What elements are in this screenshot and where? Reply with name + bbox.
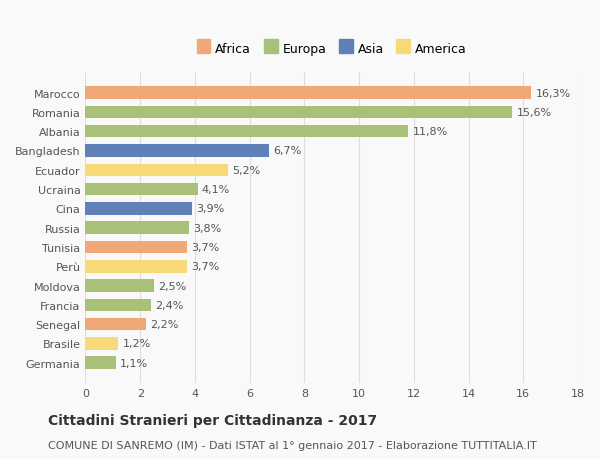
Bar: [85, 299, 151, 312]
Bar: [85, 357, 116, 369]
Text: 6,7%: 6,7%: [273, 146, 301, 156]
Text: 2,5%: 2,5%: [158, 281, 186, 291]
Text: 4,1%: 4,1%: [202, 185, 230, 195]
Bar: [85, 164, 228, 177]
Legend: Africa, Europa, Asia, America: Africa, Europa, Asia, America: [193, 39, 470, 59]
Text: 5,2%: 5,2%: [232, 165, 260, 175]
Text: 3,7%: 3,7%: [191, 262, 219, 272]
Bar: [85, 222, 190, 235]
Bar: [85, 260, 187, 273]
Text: 1,1%: 1,1%: [119, 358, 148, 368]
Text: 1,2%: 1,2%: [122, 339, 151, 349]
Text: 3,8%: 3,8%: [194, 223, 222, 233]
Text: 16,3%: 16,3%: [536, 89, 571, 98]
Bar: [85, 337, 118, 350]
Bar: [85, 126, 409, 138]
Bar: [85, 106, 512, 119]
Bar: [85, 87, 532, 100]
Bar: [85, 280, 154, 292]
Text: Cittadini Stranieri per Cittadinanza - 2017: Cittadini Stranieri per Cittadinanza - 2…: [48, 413, 377, 427]
Text: 11,8%: 11,8%: [412, 127, 448, 137]
Text: 2,2%: 2,2%: [150, 319, 178, 330]
Bar: [85, 241, 187, 254]
Text: 3,7%: 3,7%: [191, 242, 219, 252]
Bar: [85, 184, 197, 196]
Text: 3,9%: 3,9%: [196, 204, 224, 214]
Text: 15,6%: 15,6%: [517, 108, 551, 118]
Bar: [85, 318, 146, 330]
Text: 2,4%: 2,4%: [155, 300, 184, 310]
Bar: [85, 145, 269, 157]
Text: COMUNE DI SANREMO (IM) - Dati ISTAT al 1° gennaio 2017 - Elaborazione TUTTITALIA: COMUNE DI SANREMO (IM) - Dati ISTAT al 1…: [48, 440, 537, 450]
Bar: [85, 203, 192, 215]
